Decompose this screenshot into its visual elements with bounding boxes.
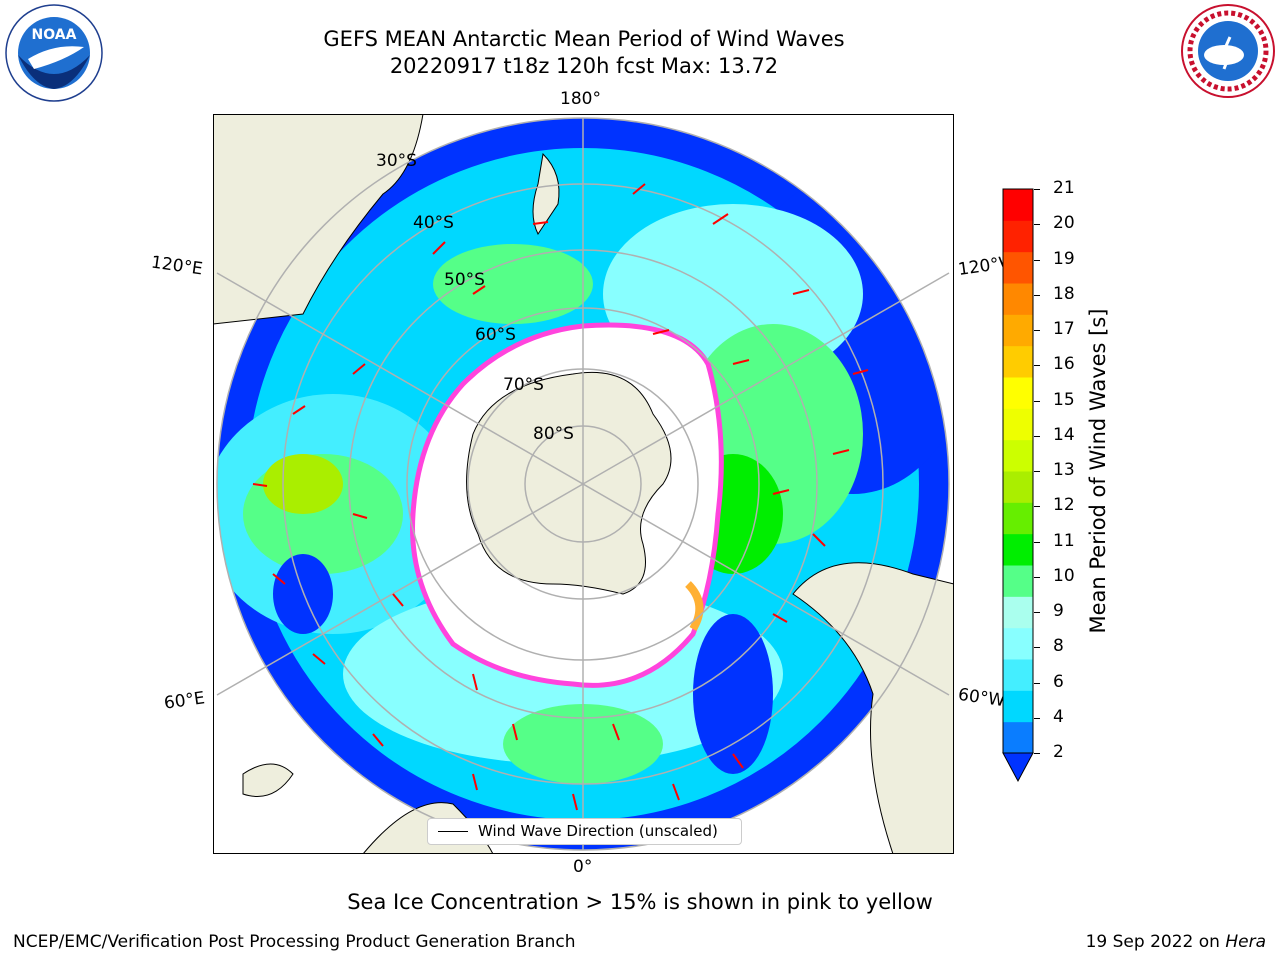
colorbar-tick-mark	[1034, 435, 1040, 437]
colorbar-tick-mark	[1034, 294, 1040, 296]
colorbar-band	[1003, 251, 1033, 284]
lat-label-80s: 80°S	[533, 424, 574, 444]
colorbar-tick-label: 14	[1053, 424, 1075, 445]
colorbar-band	[1003, 408, 1033, 441]
colorbar-tick-label: 20	[1053, 213, 1075, 234]
footer-credit: NCEP/EMC/Verification Post Processing Pr…	[13, 932, 576, 952]
footer-host: Hera	[1225, 932, 1266, 952]
colorbar-band	[1003, 439, 1033, 472]
colorbar-band	[1003, 502, 1033, 535]
wind-wave-arrows	[252, 183, 869, 811]
nws-logo	[1180, 3, 1276, 99]
graticule	[216, 117, 950, 851]
colorbar-tick-label: 16	[1053, 354, 1075, 375]
map-title: GEFS MEAN Antarctic Mean Period of Wind …	[323, 27, 845, 51]
map-legend: Wind Wave Direction (unscaled)	[427, 818, 742, 845]
colorbar-band	[1003, 721, 1033, 754]
colorbar-band	[1003, 189, 1033, 221]
colorbar-tick-mark	[1034, 753, 1040, 754]
colorbar-band	[1003, 627, 1033, 660]
sea-ice-note: Sea Ice Concentration > 15% is shown in …	[347, 890, 933, 914]
colorbar-band	[1003, 220, 1033, 253]
lat-label-40s: 40°S	[413, 213, 454, 233]
colorbar-tick-mark	[1034, 682, 1040, 684]
south-america-land	[792, 562, 955, 855]
lat-label-70s: 70°S	[503, 375, 544, 395]
colorbar-tick-label: 11	[1053, 530, 1075, 551]
colorbar-tick-label: 13	[1053, 460, 1075, 480]
colorbar-tick-mark	[1034, 365, 1040, 367]
colorbar-band	[1003, 690, 1033, 723]
svg-text:NOAA: NOAA	[32, 27, 77, 43]
colorbar-tick-label: 17	[1053, 319, 1075, 339]
colorbar-tick-label: 2	[1053, 742, 1064, 762]
colorbar-tick-mark	[1034, 576, 1040, 578]
lon-label-120e: 120°E	[149, 252, 204, 280]
colorbar-tick-mark	[1034, 541, 1040, 543]
colorbar-tick-label: 19	[1053, 248, 1075, 269]
colorbar-tick-label: 10	[1053, 565, 1075, 586]
colorbar-tick-mark	[1034, 189, 1040, 190]
colorbar-tick-label: 8	[1053, 636, 1064, 657]
colorbar-tick-label: 15	[1053, 389, 1075, 410]
lon-label-60w: 60°W	[956, 684, 1007, 712]
colorbar-band	[1003, 345, 1033, 378]
lon-label-180: 180°	[560, 89, 601, 109]
colorbar-tick-mark	[1034, 400, 1040, 402]
new-zealand-land	[532, 152, 560, 235]
madagascar-land	[242, 763, 294, 797]
colorbar-tick-label: 6	[1053, 671, 1064, 692]
colorbar-tick-mark	[1034, 612, 1040, 613]
legend-line	[438, 831, 468, 832]
legend-label: Wind Wave Direction (unscaled)	[478, 822, 718, 840]
lat-label-30s: 30°S	[376, 151, 417, 171]
footer-date: 19 Sep 2022 on Hera	[1086, 932, 1266, 952]
colorbar-tick-mark	[1034, 506, 1040, 508]
colorbar-tick-label: 21	[1053, 178, 1075, 198]
noaa-logo: NOAA	[4, 3, 104, 103]
colorbar-band	[1003, 471, 1033, 503]
lon-label-60e: 60°E	[162, 688, 207, 714]
map-subtitle: 20220917 t18z 120h fcst Max: 13.72	[389, 54, 779, 78]
map-frame	[213, 114, 954, 854]
colorbar-tick-label: 18	[1053, 283, 1075, 304]
colorbar-bar	[1002, 188, 1034, 783]
colorbar-band	[1003, 565, 1033, 597]
footer-date-text: 19 Sep 2022 on	[1085, 932, 1220, 952]
lat-label-60s: 60°S	[475, 325, 516, 345]
colorbar-tick-mark	[1034, 224, 1040, 226]
colorbar-band	[1003, 283, 1033, 315]
colorbar-band	[1003, 377, 1033, 409]
lat-label-50s: 50°S	[444, 270, 485, 290]
colorbar-tick-label: 12	[1053, 495, 1075, 516]
antarctica-land	[466, 371, 672, 595]
colorbar-tick-mark	[1034, 330, 1040, 331]
colorbar-tick-mark	[1034, 647, 1040, 649]
colorbar-tick-label: 9	[1053, 601, 1064, 621]
colorbar	[1002, 188, 1034, 783]
colorbar-tick-mark	[1034, 717, 1040, 719]
colorbar-band	[1003, 533, 1033, 566]
colorbar-tick-mark	[1034, 259, 1040, 261]
colorbar-band	[1003, 314, 1033, 347]
colorbar-band	[1003, 659, 1033, 691]
polar-map	[212, 113, 955, 855]
lon-label-0: 0°	[573, 857, 593, 877]
australia-land	[212, 113, 424, 325]
colorbar-band	[1003, 596, 1033, 629]
colorbar-tick-mark	[1034, 471, 1040, 472]
colorbar-label: Mean Period of Wind Waves [s]	[1086, 308, 1110, 634]
colorbar-tick-label: 4	[1053, 706, 1064, 727]
